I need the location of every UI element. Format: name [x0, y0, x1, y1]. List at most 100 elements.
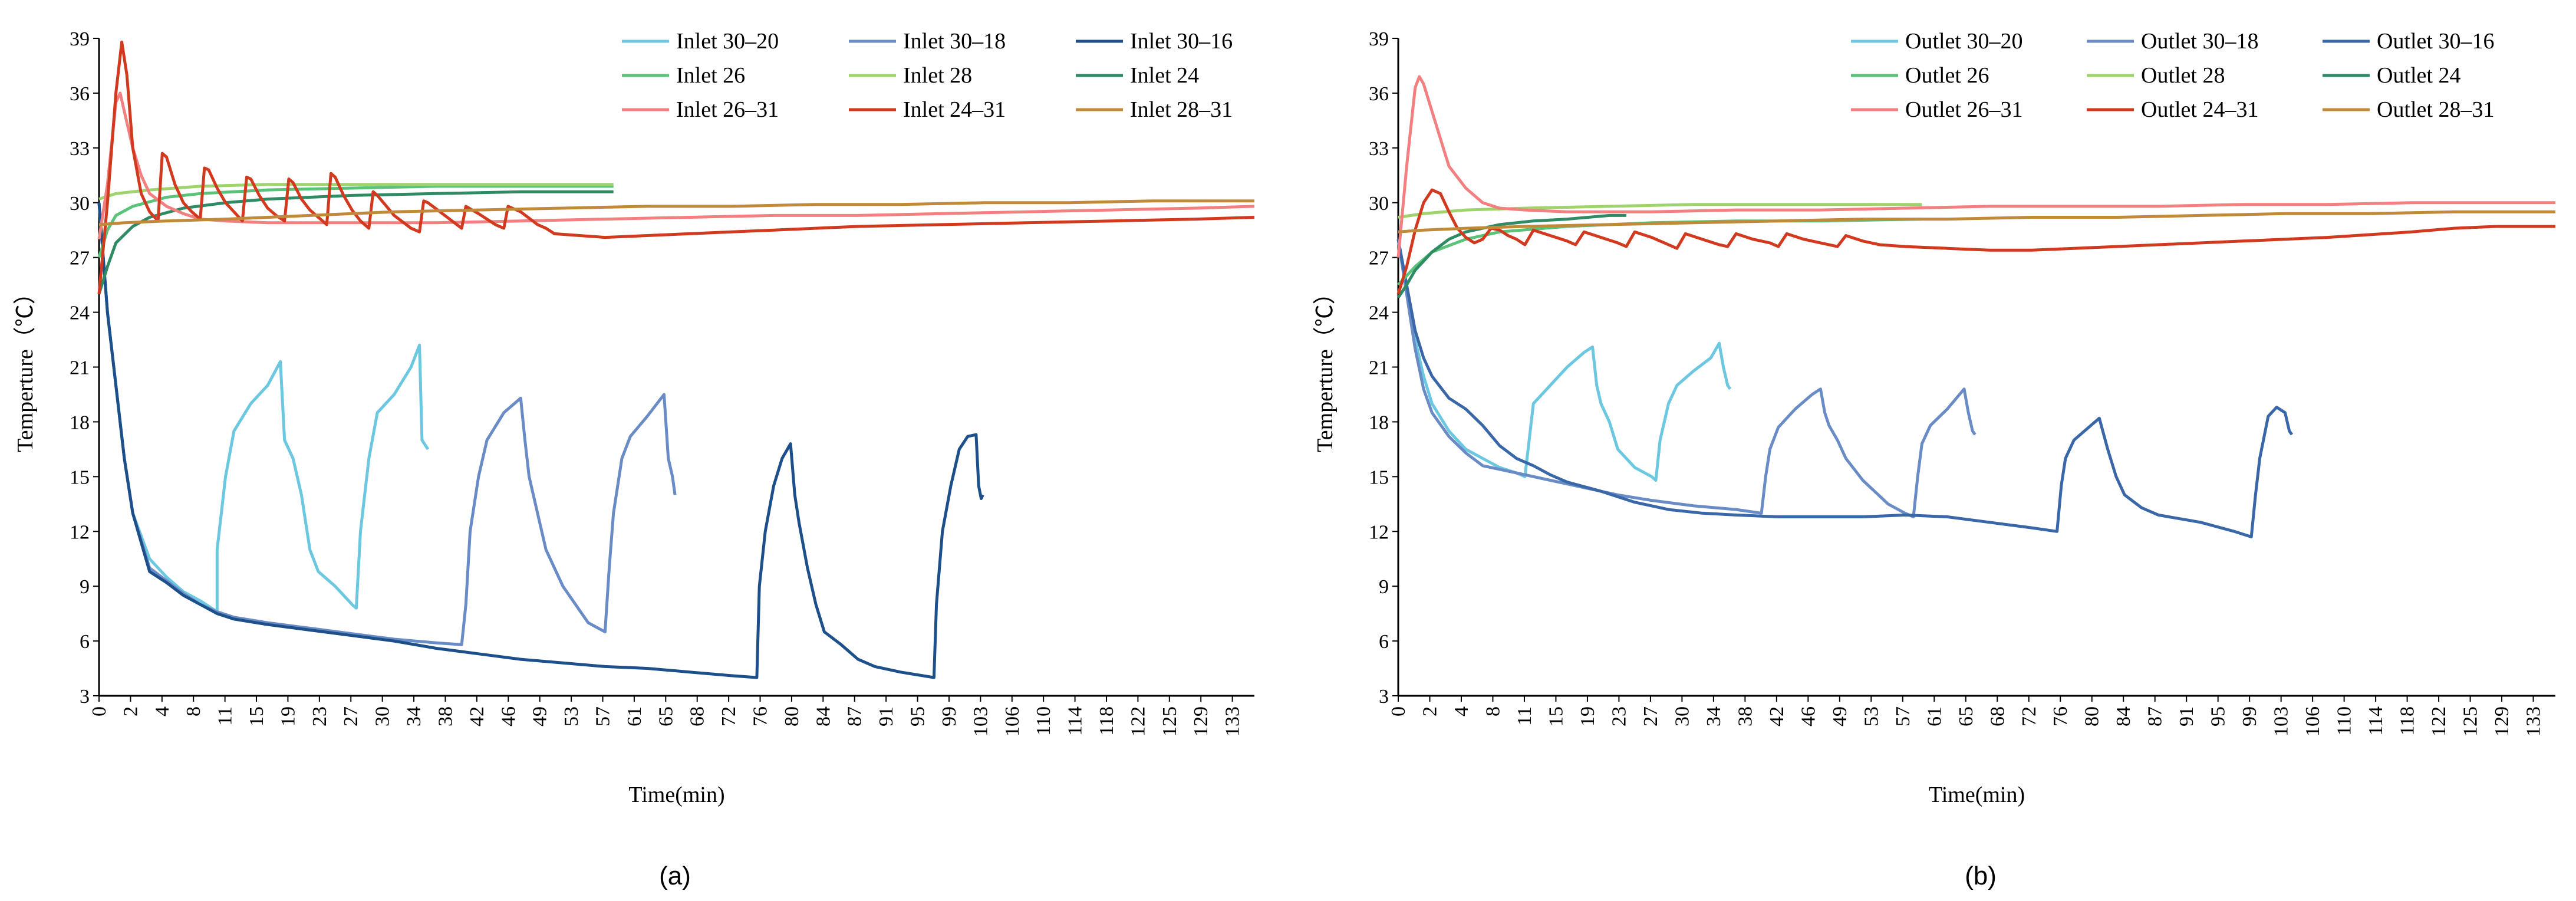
x-tick-label: 34 [403, 706, 425, 726]
x-tick-label: 106 [1002, 706, 1023, 736]
y-tick-label: 15 [1369, 466, 1389, 488]
x-tick-label: 2 [120, 706, 141, 716]
x-tick-label: 99 [2239, 706, 2261, 726]
y-tick-label: 9 [80, 576, 90, 598]
y-tick-label: 12 [1369, 521, 1389, 543]
x-tick-label: 103 [2271, 706, 2292, 736]
x-tick-label: 38 [1734, 706, 1756, 726]
legend-entry: Inlet 26 [676, 63, 745, 88]
x-tick-label: 76 [2050, 706, 2071, 726]
series-line-outlet-28-31 [1398, 210, 2555, 234]
x-tick-label: 114 [1065, 706, 1086, 736]
series-line-inlet-30-18 [97, 202, 677, 646]
series-line-outlet-24-31 [1396, 188, 2555, 295]
x-tick-label: 46 [1797, 706, 1819, 726]
series-line-inlet-30-20 [97, 202, 430, 613]
legend-entry: Outlet 26–31 [1905, 97, 2022, 122]
panel-label: (b) [1965, 861, 1997, 890]
x-tick-label: 122 [1127, 706, 1149, 736]
x-tick-label: 72 [718, 706, 740, 726]
x-tick-label: 2 [1419, 706, 1441, 716]
x-tick-label: 61 [624, 706, 645, 726]
y-tick-label: 3 [1379, 686, 1389, 708]
x-tick-label: 72 [2018, 706, 2040, 726]
x-tick-label: 53 [1860, 706, 1882, 726]
legend-entry: Outlet 30–16 [2377, 29, 2494, 54]
series-line-inlet-24-31 [97, 40, 1255, 294]
y-tick-label: 21 [1369, 357, 1389, 379]
y-tick-label: 33 [70, 138, 90, 160]
x-tick-label: 122 [2428, 706, 2450, 736]
legend-entry: Inlet 30–16 [1130, 29, 1233, 54]
panel-label: (a) [659, 861, 691, 890]
series-line-inlet-24 [97, 190, 614, 295]
x-tick-label: 30 [1671, 706, 1693, 726]
x-axis-title: Time(min) [628, 782, 724, 807]
y-tick-label: 12 [70, 521, 90, 543]
legend-entry: Inlet 30–18 [903, 29, 1006, 54]
x-tick-label: 34 [1703, 706, 1725, 726]
legend-entry: Inlet 24–31 [903, 97, 1006, 122]
x-tick-label: 42 [466, 706, 488, 726]
x-tick-label: 23 [1608, 706, 1630, 726]
y-axis-title: Temperture（℃） [1313, 282, 1338, 452]
x-tick-label: 91 [2176, 706, 2198, 726]
legend-entry: Inlet 28 [903, 63, 972, 88]
y-tick-label: 36 [70, 83, 90, 105]
x-tick-label: 4 [1451, 706, 1473, 716]
x-tick-label: 129 [2491, 706, 2513, 736]
x-tick-label: 53 [561, 706, 582, 726]
y-tick-label: 39 [1369, 28, 1389, 50]
x-tick-label: 68 [1987, 706, 2008, 726]
series-line-inlet-26-31 [97, 91, 1255, 240]
y-tick-label: 27 [1369, 248, 1389, 269]
x-tick-label: 110 [1033, 706, 1055, 736]
legend-entry: Outlet 24–31 [2141, 97, 2258, 122]
series-line-outlet-26-31 [1396, 75, 2555, 258]
x-tick-label: 106 [2302, 706, 2324, 736]
series-line-outlet-30-20 [1396, 239, 1732, 482]
y-tick-label: 3 [80, 686, 90, 708]
x-tick-label: 84 [2113, 706, 2134, 726]
y-tick-label: 6 [1379, 631, 1389, 653]
x-tick-label: 133 [1222, 706, 1244, 736]
x-tick-label: 80 [2081, 706, 2103, 726]
y-tick-label: 27 [70, 248, 90, 269]
y-tick-label: 9 [1379, 576, 1389, 598]
x-tick-label: 65 [1955, 706, 1977, 726]
y-tick-label: 18 [1369, 412, 1389, 433]
x-tick-label: 133 [2523, 706, 2545, 736]
x-tick-label: 125 [1159, 706, 1181, 736]
legend-entry: Inlet 30–20 [676, 29, 779, 54]
x-tick-label: 0 [88, 706, 110, 716]
x-tick-label: 118 [1096, 706, 1118, 736]
x-tick-label: 27 [1640, 706, 1662, 726]
x-tick-label: 57 [1892, 706, 1914, 726]
x-tick-label: 38 [434, 706, 456, 726]
y-tick-label: 30 [70, 193, 90, 215]
x-tick-label: 91 [875, 706, 897, 726]
x-tick-label: 61 [1923, 706, 1945, 726]
y-tick-label: 15 [70, 466, 90, 488]
x-tick-label: 110 [2334, 706, 2356, 736]
x-tick-label: 19 [1577, 706, 1599, 726]
x-tick-label: 118 [2397, 706, 2419, 736]
x-tick-label: 84 [812, 706, 834, 726]
x-tick-label: 95 [2208, 706, 2229, 726]
y-tick-label: 39 [70, 28, 90, 50]
x-tick-label: 0 [1388, 706, 1409, 716]
x-tick-label: 68 [687, 706, 709, 726]
series-line-inlet-28 [98, 183, 614, 200]
y-tick-label: 24 [70, 302, 90, 324]
y-tick-label: 30 [1369, 193, 1389, 215]
x-tick-label: 23 [309, 706, 331, 726]
legend-entry: Inlet 26–31 [676, 97, 779, 122]
legend-entry: Outlet 28–31 [2377, 97, 2494, 122]
x-tick-label: 15 [1545, 706, 1567, 726]
legend-entry: Outlet 30–20 [1905, 29, 2022, 54]
x-tick-label: 87 [844, 706, 866, 726]
legend-entry: Inlet 28–31 [1130, 97, 1233, 122]
x-tick-label: 114 [2365, 706, 2387, 736]
